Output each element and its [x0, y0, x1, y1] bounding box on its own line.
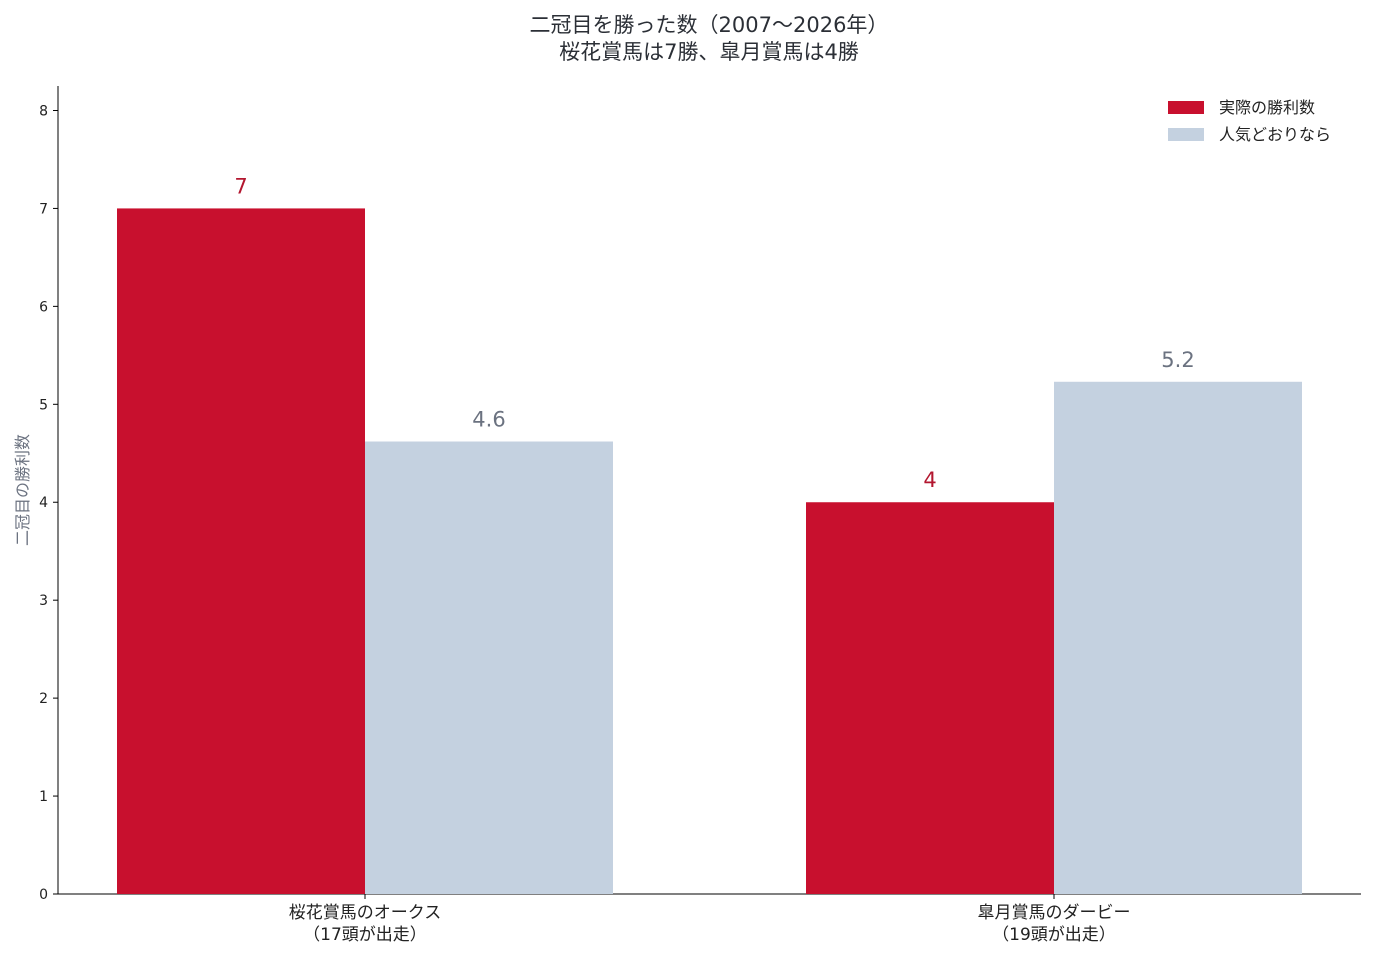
- x-tick-label: （19頭が出走）: [992, 925, 1116, 945]
- x-tick-label: （17頭が出走）: [303, 925, 427, 945]
- y-tick-label: 0: [39, 887, 48, 903]
- legend-swatch: [1168, 101, 1204, 114]
- data-label: 7: [234, 174, 247, 198]
- legend-label: 人気どおりなら: [1219, 125, 1331, 144]
- chart-title: 二冠目を勝った数（2007〜2026年） 桜花賞馬は7勝、皐月賞馬は4勝: [530, 13, 889, 64]
- y-tick-label: 3: [39, 593, 48, 609]
- y-axis-label: 二冠目の勝利数: [13, 434, 32, 546]
- bar-expected-2: [1054, 381, 1302, 894]
- x-tick-label: 桜花賞馬のオークス: [289, 903, 442, 923]
- chart-title-line-1: 二冠目を勝った数（2007〜2026年）: [530, 13, 889, 37]
- chart-title-line-2: 桜花賞馬は7勝、皐月賞馬は4勝: [559, 40, 859, 64]
- bar-actual-1: [117, 208, 365, 894]
- x-tick-label: 皐月賞馬のダービー: [978, 903, 1131, 923]
- y-tick-label: 8: [39, 103, 48, 119]
- data-label: 5.2: [1161, 348, 1194, 372]
- y-tick-label: 2: [39, 691, 48, 707]
- y-tick-label: 6: [39, 299, 48, 315]
- bar-expected-1: [365, 441, 613, 894]
- legend-label: 実際の勝利数: [1219, 98, 1315, 117]
- y-tick-label: 7: [39, 201, 48, 217]
- bars: [117, 208, 1302, 894]
- data-labels: 7 4.6 4 5.2: [234, 174, 1194, 492]
- y-tick-label: 5: [39, 397, 48, 413]
- bar-actual-2: [806, 502, 1054, 894]
- legend-swatch: [1168, 128, 1204, 141]
- y-tick-label: 4: [39, 495, 48, 511]
- data-label: 4.6: [472, 408, 505, 432]
- data-label: 4: [923, 468, 936, 492]
- y-tick-label: 1: [39, 789, 48, 805]
